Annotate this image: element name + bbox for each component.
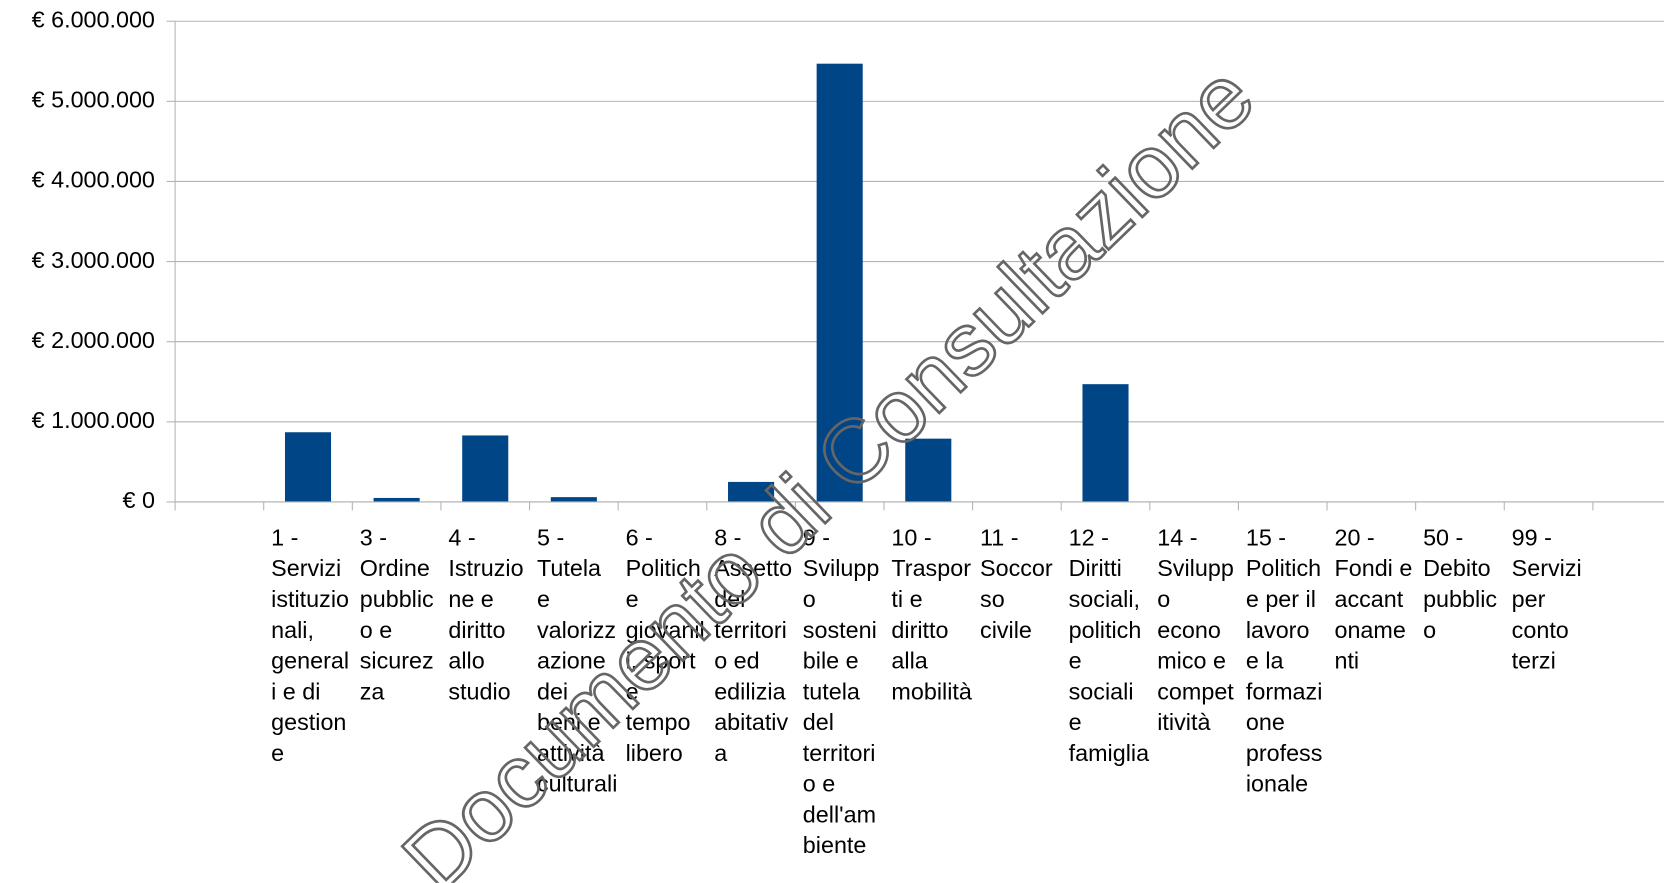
y-tick-label: € 4.000.000 — [32, 167, 155, 193]
bar — [462, 435, 509, 502]
x-tick-label: 9 - Sviluppo sostenibile e tutela del te… — [802, 524, 880, 859]
bar — [728, 481, 775, 502]
bar — [905, 438, 952, 502]
x-tick-label: 15 - Politiche per il lavoro e la formaz… — [1245, 524, 1323, 797]
x-tick-label: 11 - Soccorso civile — [980, 524, 1053, 644]
x-tick-label: 12 - Diritti sociali, politiche sociali … — [1068, 524, 1150, 767]
x-tick-label: 14 - Sviluppo economico e competitività — [1157, 524, 1234, 736]
y-tick-label: € 0 — [122, 487, 154, 513]
x-tick-label: 50 - Debito pubblico — [1423, 524, 1498, 644]
x-tick-label: 6 - Politiche giovanili, sport e tempo l… — [625, 524, 705, 767]
x-tick-label: 10 - Trasporti e diritto alla mobilità — [891, 524, 972, 705]
x-tick-label: 4 - Istruzione e diritto allo studio — [448, 524, 524, 705]
bar — [1082, 384, 1129, 502]
y-tick-label: € 6.000.000 — [32, 6, 155, 32]
y-tick-label: € 2.000.000 — [32, 327, 155, 353]
y-tick-label: € 5.000.000 — [32, 87, 155, 113]
y-tick-label: € 3.000.000 — [32, 247, 155, 273]
x-tick-label: 3 - Ordine pubblico e sicurezza — [359, 524, 434, 705]
watermark: Documento di Consultazione — [383, 46, 1272, 883]
bar — [550, 497, 597, 502]
x-tick-label: 1 - Servizi istituzionali, generali e di… — [271, 524, 350, 767]
bar — [816, 63, 863, 502]
x-tick-label: 99 - Servizi per conto terzi — [1511, 524, 1582, 674]
x-tick-label: 5 - Tutela e valorizzazione dei beni e a… — [536, 524, 618, 797]
bar — [284, 432, 332, 502]
x-tick-label: 8 - Assetto del territorio ed edilizia a… — [714, 524, 793, 767]
bar — [373, 497, 420, 502]
x-tick-label: 20 - Fondi e accantonamenti — [1334, 524, 1413, 674]
y-tick-label: € 1.000.000 — [32, 407, 155, 433]
